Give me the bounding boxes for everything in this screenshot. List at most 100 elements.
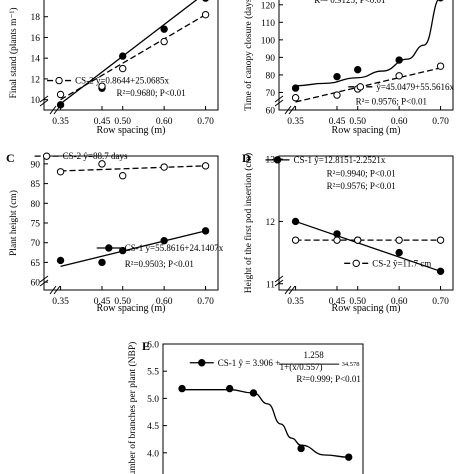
plot-area — [291, 217, 445, 276]
x-tick-label: 0.35 — [52, 117, 69, 127]
annotation-i-eq1: CS-1 ŷ = 3.906 + — [218, 358, 280, 368]
y-tick-label: 70 — [31, 239, 41, 249]
x-tick-label: 0.70 — [197, 117, 214, 127]
x-tick-label: 0.50 — [114, 297, 131, 307]
annotation-g-r2b: R²=0.9576; P<0.01 — [327, 181, 396, 191]
x-axis-label: Row spacing (m) — [97, 303, 166, 314]
x-tick-label: 0.60 — [156, 297, 173, 307]
data-point — [56, 101, 65, 109]
data-point — [291, 84, 300, 92]
data-point — [160, 237, 168, 245]
fit-line-cs-1 — [295, 220, 441, 272]
data-point — [249, 389, 258, 397]
y-axis-label: Number of branches per plant (NBP) — [127, 342, 138, 474]
y-tick-label: 60 — [266, 107, 276, 117]
legend-marker — [55, 76, 63, 85]
plot-area — [56, 0, 210, 109]
x-tick-label: 0.60 — [391, 117, 408, 127]
legend-marker — [198, 359, 206, 367]
y-tick-label: 65 — [31, 259, 41, 269]
x-tick-label: 0.70 — [197, 297, 214, 307]
plot-area — [56, 160, 210, 267]
data-point — [56, 256, 65, 265]
data-point — [56, 168, 65, 176]
y-tick-label: 14 — [31, 55, 41, 65]
x-tick-label: 0.45 — [329, 297, 346, 307]
data-point — [333, 72, 341, 81]
y-tick-label: 85 — [31, 180, 41, 190]
x-tick-label: 0.45 — [94, 297, 111, 307]
plot-frame — [43, 155, 219, 291]
y-tick-label: 70 — [266, 89, 276, 99]
data-point — [201, 10, 210, 19]
panel-label: C — [6, 151, 15, 165]
annotation-h-eq: CS-2 ŷ=11.7 cm — [372, 258, 431, 268]
annotation-i-exp: 34.578 — [342, 361, 360, 368]
fit-line-cs-1 — [60, 230, 206, 267]
data-point — [119, 246, 127, 255]
axis-break-mark — [288, 105, 296, 115]
y-tick-label: 5.0 — [147, 395, 159, 405]
annotation-b-eq: CS-2 ŷ=0.8644+25.0685x — [75, 76, 169, 86]
plot-frame — [43, 0, 219, 111]
axis-break-mark — [49, 285, 57, 295]
annotation-e-eq: CS-2 ŷ=88.7 days — [63, 151, 128, 161]
y-axis-label: Height of the first pod insertion (cm) — [243, 153, 254, 293]
axis-break-mark — [39, 275, 49, 283]
annotation-i-r2: R²=0.999; P<0.01 — [296, 374, 361, 384]
y-tick-label: 80 — [266, 71, 276, 81]
axis-break-mark — [288, 285, 296, 295]
x-tick-label: 0.70 — [432, 117, 449, 127]
data-point — [436, 62, 445, 70]
axis-break-mark — [53, 285, 61, 295]
data-point — [98, 258, 106, 267]
x-tick-label: 0.35 — [287, 117, 304, 127]
y-tick-label: 110 — [261, 19, 275, 29]
data-point — [395, 72, 403, 80]
x-tick-label: 0.60 — [391, 297, 408, 307]
data-point — [160, 163, 168, 171]
axis-break-mark — [39, 95, 49, 103]
x-tick-label: 0.50 — [349, 297, 366, 307]
data-point — [354, 236, 362, 244]
legend-marker — [273, 156, 282, 164]
axis-break-mark — [39, 99, 49, 107]
data-point — [225, 384, 234, 393]
annotation-i-num: 1.258 — [303, 350, 324, 360]
chart-panel-1: 10 12 14 16 18 20 0.35 0.450.50 0.60 0.70 Row spac… — [8, 0, 219, 136]
data-point — [119, 52, 127, 60]
data-point — [333, 91, 341, 99]
x-tick-label: 0.70 — [432, 297, 449, 307]
data-point — [291, 94, 300, 102]
y-tick-label: 4.5 — [147, 422, 159, 432]
plot-frame — [162, 343, 364, 474]
y-tick-label: 12 — [31, 75, 41, 85]
y-tick-label: 12 — [266, 218, 276, 228]
fit-line-cs-2 — [60, 165, 206, 172]
axis-break-mark — [49, 105, 57, 115]
legend-marker — [105, 244, 113, 252]
data-point — [345, 453, 353, 461]
data-point — [119, 172, 127, 180]
fit-line-series-1 — [295, 0, 439, 87]
data-point — [201, 227, 210, 235]
panel-label: D — [242, 151, 251, 165]
y-tick-label: 16 — [31, 34, 41, 44]
chart-panel-2: 60 70 80 90 100 110 120 0.35 0.45 0.50 0.60 0.70 Row… — [243, 0, 455, 136]
y-axis-label: Time of canopy closure (days) — [243, 0, 254, 111]
data-point — [436, 236, 445, 244]
data-point — [395, 56, 403, 64]
x-axis-label: Row spacing (m) — [97, 125, 166, 136]
data-point — [291, 217, 300, 226]
x-tick-label: 0.50 — [349, 117, 366, 127]
y-tick-label: 13 — [266, 156, 276, 166]
chart-panel-3: 60 65 70 75 80 85 90 0.35 0.45 0.50 0.60 0.70 Row sp… — [6, 151, 224, 314]
y-axis-label: Plant height (cm) — [8, 190, 19, 256]
y-tick-label: 100 — [261, 36, 276, 46]
annotation-g-eq: CS-1 ŷ=12.8151-2.2521x — [294, 155, 386, 165]
data-point — [56, 90, 65, 99]
y-tick-label: 80 — [31, 200, 41, 210]
annotation-f-r2: R²=0.9503; P<0.01 — [125, 259, 194, 269]
data-point — [437, 0, 444, 2]
axis-break-mark — [284, 285, 292, 295]
